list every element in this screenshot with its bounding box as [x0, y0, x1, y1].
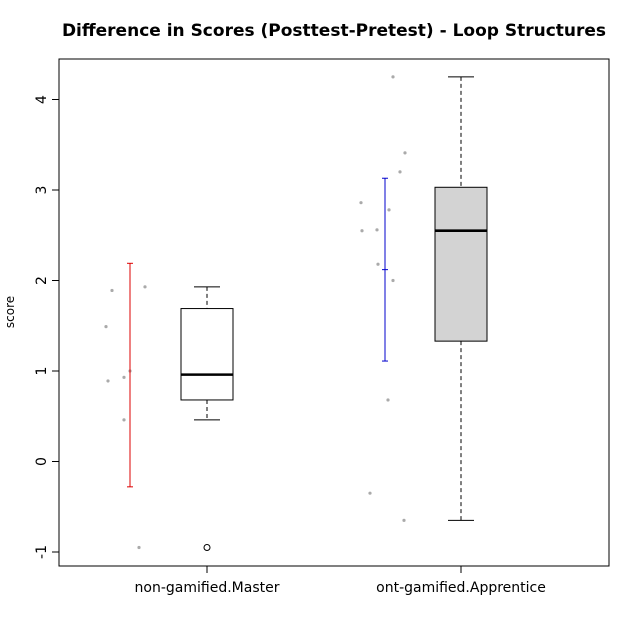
data-point — [143, 285, 147, 289]
outlier-point — [203, 543, 211, 551]
y-tick-label: -1 — [34, 545, 50, 559]
data-point — [403, 151, 407, 155]
box-group — [359, 75, 488, 522]
box-iqr — [180, 308, 234, 401]
x-axis: non-gamified.Master ont-gamified.Apprenti… — [135, 565, 546, 596]
box-groups — [104, 75, 488, 551]
box-iqr — [434, 186, 488, 342]
data-point — [104, 325, 108, 329]
y-axis: -1 0 1 2 3 4 — [34, 95, 60, 559]
data-point — [360, 229, 364, 233]
data-point — [391, 278, 395, 283]
data-point — [398, 170, 402, 174]
data-point — [391, 75, 395, 79]
y-tick-label: 3 — [34, 186, 50, 195]
data-point — [137, 545, 141, 550]
data-point — [376, 262, 380, 266]
data-point — [359, 201, 363, 205]
x-category-label: non-gamified.Master — [135, 580, 280, 596]
data-point — [375, 228, 379, 232]
data-point — [387, 208, 391, 212]
data-point — [110, 288, 114, 293]
data-point — [122, 375, 126, 379]
y-tick-label: 2 — [34, 276, 50, 285]
y-tick-label: 4 — [34, 95, 50, 104]
data-point — [122, 418, 126, 422]
data-point — [402, 518, 406, 522]
chart-title: Difference in Scores (Posttest-Pretest) … — [62, 21, 606, 41]
y-tick-label: 1 — [34, 367, 50, 376]
data-point — [106, 379, 110, 383]
y-tick-label: 0 — [34, 457, 50, 466]
plot-frame — [58, 58, 610, 567]
box-group — [104, 262, 234, 551]
data-point — [368, 491, 372, 495]
data-point — [386, 398, 390, 402]
y-axis-label: score — [3, 296, 17, 328]
x-category-label: ont-gamified.Apprentice — [376, 580, 546, 596]
